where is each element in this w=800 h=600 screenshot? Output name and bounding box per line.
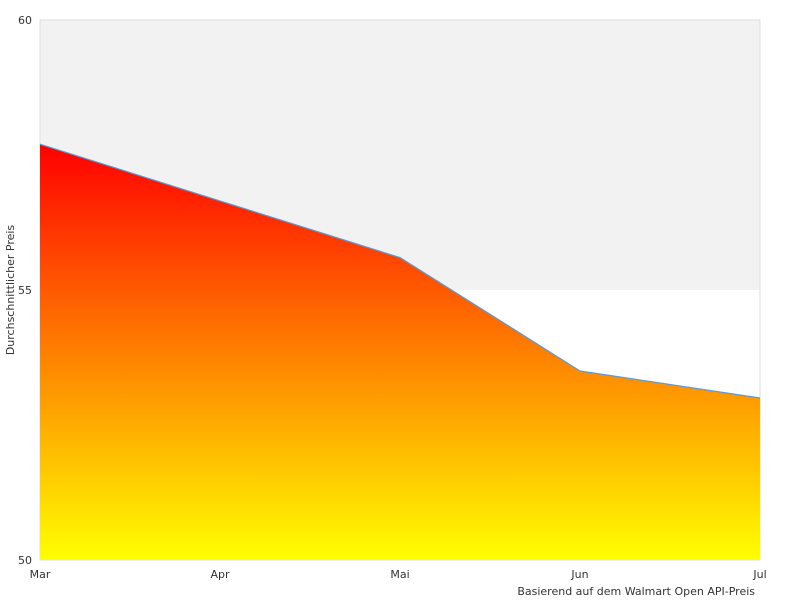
area-fill bbox=[40, 144, 760, 560]
series-line bbox=[39, 143, 761, 399]
area-series bbox=[39, 143, 761, 560]
y-tick-label: 50 bbox=[18, 554, 32, 567]
x-axis-ticks: Mar Apr Mai Jun Jul bbox=[30, 568, 767, 581]
x-tick-label: Jul bbox=[752, 568, 766, 581]
y-tick-label: 60 bbox=[18, 14, 32, 27]
x-tick-label: Mai bbox=[390, 568, 409, 581]
y-tick-label: 55 bbox=[18, 284, 32, 297]
x-axis-title: Basierend auf dem Walmart Open API-Preis bbox=[517, 585, 755, 598]
y-axis-ticks: 50 55 60 bbox=[18, 14, 32, 567]
y-axis-title: Durchschnittlicher Preis bbox=[4, 225, 17, 356]
x-tick-label: Mar bbox=[30, 568, 51, 581]
x-tick-label: Apr bbox=[210, 568, 230, 581]
x-tick-label: Jun bbox=[570, 568, 588, 581]
